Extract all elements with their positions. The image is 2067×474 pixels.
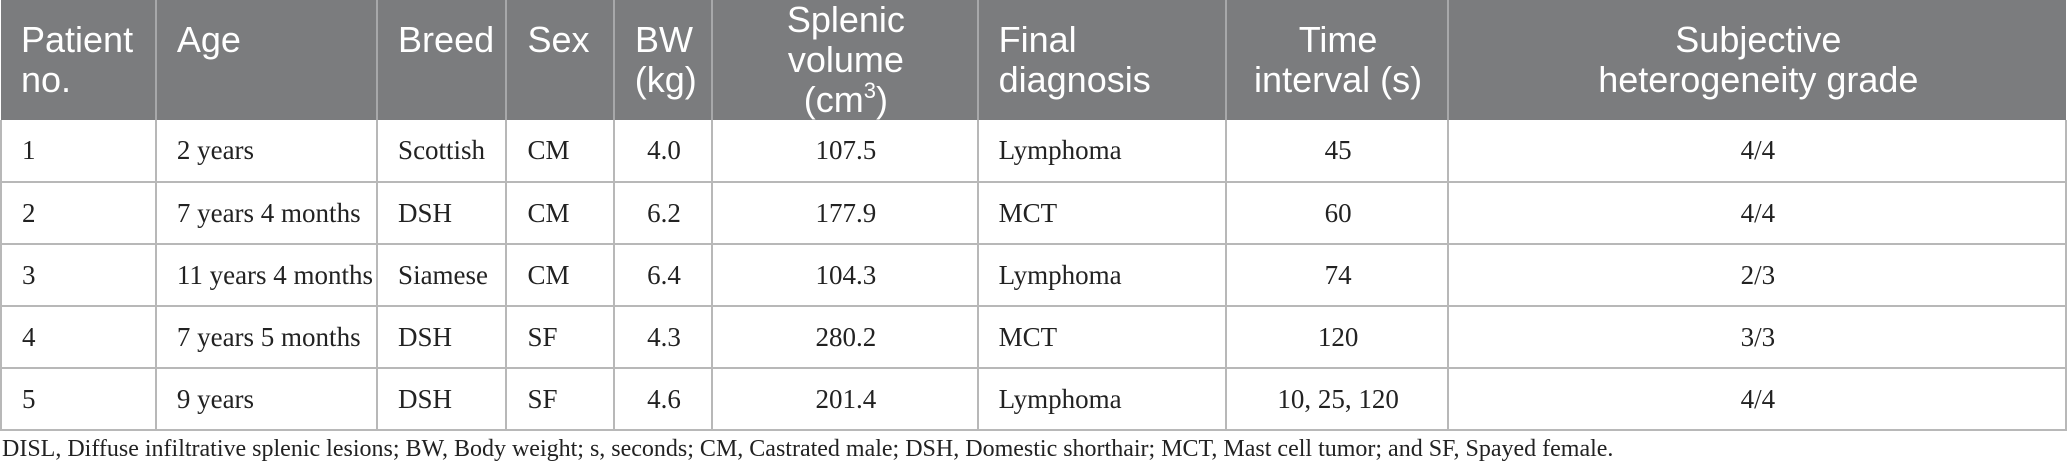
cell-breed: Scottish — [377, 120, 508, 182]
table-body: 1 2 years Scottish CM 4.0 107.5 Lymphoma… — [0, 120, 2067, 430]
header-sex: Sex — [506, 0, 615, 120]
cell-sex: SF — [506, 306, 615, 368]
cell-splenic-volume: 104.3 — [712, 244, 979, 306]
cell-age: 7 years 4 months — [155, 182, 379, 244]
cell-bw: 4.6 — [613, 368, 714, 430]
header-final-diagnosis: Final diagnosis — [977, 0, 1228, 120]
cell-final-diagnosis: Lymphoma — [977, 368, 1228, 430]
header-time-interval: Time interval (s) — [1226, 0, 1449, 120]
cell-time-interval: 45 — [1226, 120, 1449, 182]
patient-table-container: Patient no. Age Breed Sex BW (kg) Splenic … — [0, 0, 2067, 430]
cell-sex: CM — [506, 182, 615, 244]
header-row: Patient no. Age Breed Sex BW (kg) Splenic … — [1, 0, 2066, 120]
cell-heterogeneity-grade: 3/3 — [1447, 306, 2067, 368]
cell-time-interval: 120 — [1226, 306, 1449, 368]
cell-time-interval: 74 — [1226, 244, 1449, 306]
cell-time-interval: 10, 25, 120 — [1226, 368, 1449, 430]
cell-age: 7 years 5 months — [155, 306, 379, 368]
cell-breed: DSH — [377, 306, 508, 368]
cell-sex: CM — [506, 120, 615, 182]
cell-breed: DSH — [377, 368, 508, 430]
cell-splenic-volume: 201.4 — [712, 368, 979, 430]
cell-heterogeneity-grade: 2/3 — [1447, 244, 2067, 306]
header-bw: BW (kg) — [613, 0, 714, 120]
table-row: 5 9 years DSH SF 4.6 201.4 Lymphoma 10, … — [0, 368, 2067, 430]
header-breed: Breed — [377, 0, 508, 120]
cell-heterogeneity-grade: 4/4 — [1447, 120, 2067, 182]
cell-final-diagnosis: Lymphoma — [977, 120, 1228, 182]
table-row: 4 7 years 5 months DSH SF 4.3 280.2 MCT … — [0, 306, 2067, 368]
table-row: 3 11 years 4 months Siamese CM 6.4 104.3… — [0, 244, 2067, 306]
header-age: Age — [155, 0, 379, 120]
cell-splenic-volume: 177.9 — [712, 182, 979, 244]
cell-bw: 4.0 — [613, 120, 714, 182]
cell-patient-no: 2 — [0, 182, 157, 244]
cell-time-interval: 60 — [1226, 182, 1449, 244]
cell-final-diagnosis: MCT — [977, 182, 1228, 244]
cell-sex: SF — [506, 368, 615, 430]
cell-patient-no: 4 — [0, 306, 157, 368]
table-row: 2 7 years 4 months DSH CM 6.2 177.9 MCT … — [0, 182, 2067, 244]
cell-final-diagnosis: Lymphoma — [977, 244, 1228, 306]
cell-age: 11 years 4 months — [155, 244, 379, 306]
cell-breed: DSH — [377, 182, 508, 244]
cell-patient-no: 5 — [0, 368, 157, 430]
cell-heterogeneity-grade: 4/4 — [1447, 182, 2067, 244]
patient-table: Patient no. Age Breed Sex BW (kg) Splenic … — [0, 0, 2067, 430]
header-heterogeneity-grade: Subjective heterogeneity grade — [1598, 19, 1919, 100]
cell-splenic-volume: 107.5 — [712, 120, 979, 182]
table-footnote: DISL, Diffuse infiltrative splenic lesio… — [2, 436, 1614, 462]
cell-splenic-volume: 280.2 — [712, 306, 979, 368]
cell-bw: 6.4 — [613, 244, 714, 306]
table-header: Patient no. Age Breed Sex BW (kg) Splenic … — [1, 0, 2066, 120]
cell-sex: CM — [506, 244, 615, 306]
cell-patient-no: 1 — [0, 120, 157, 182]
cell-bw: 6.2 — [613, 182, 714, 244]
cell-patient-no: 3 — [0, 244, 157, 306]
cell-age: 9 years — [155, 368, 379, 430]
header-splenic-volume: Splenic volume (cm3) — [712, 0, 979, 120]
cell-age: 2 years — [155, 120, 379, 182]
cell-breed: Siamese — [377, 244, 508, 306]
cell-heterogeneity-grade: 4/4 — [1447, 368, 2067, 430]
cell-bw: 4.3 — [613, 306, 714, 368]
header-patient-no: Patient no. — [1, 0, 157, 120]
cell-final-diagnosis: MCT — [977, 306, 1228, 368]
table-row: 1 2 years Scottish CM 4.0 107.5 Lymphoma… — [0, 120, 2067, 182]
